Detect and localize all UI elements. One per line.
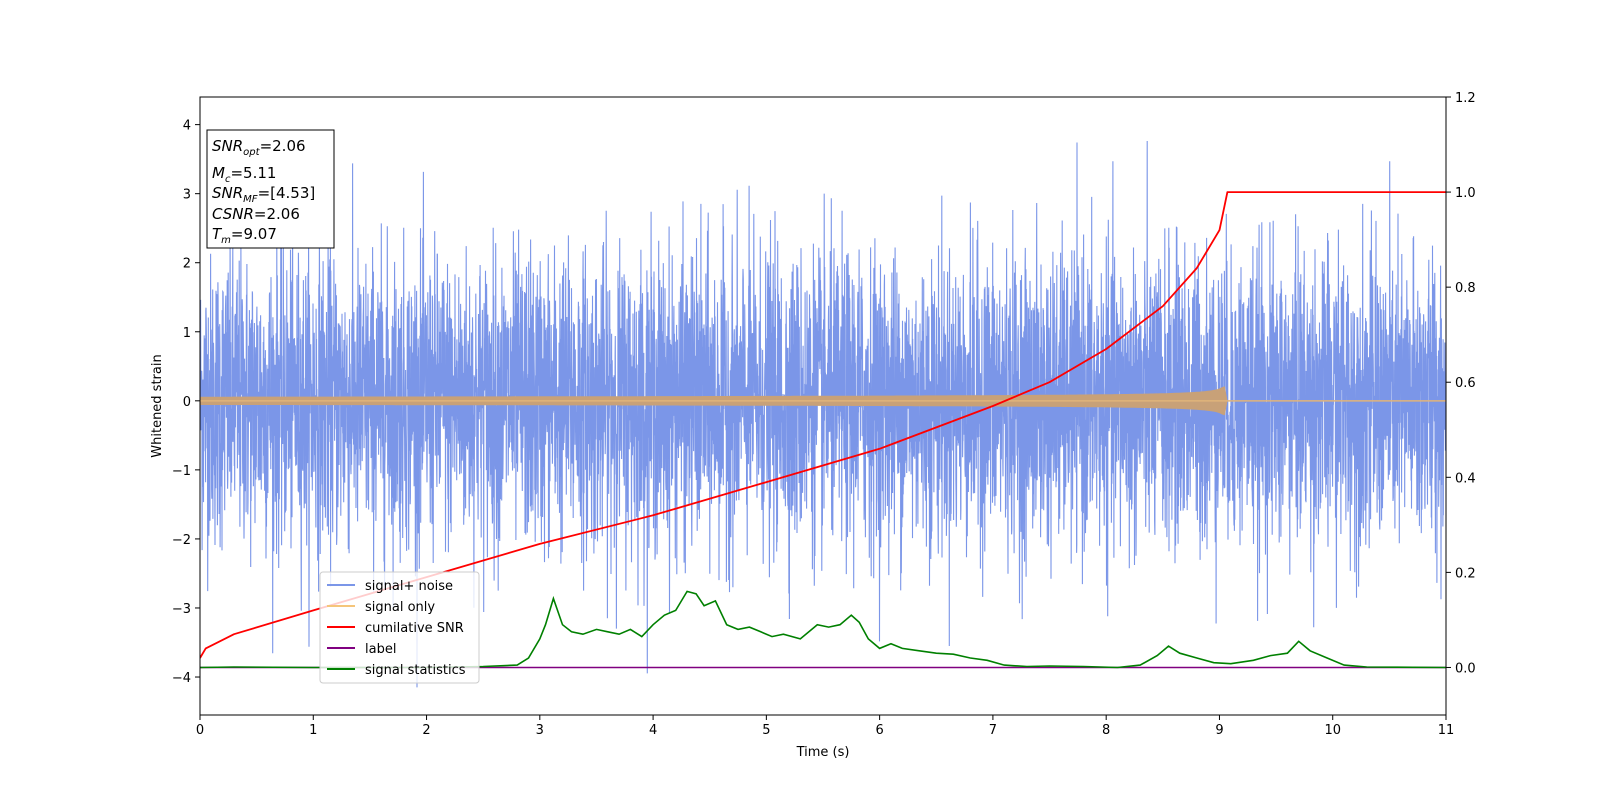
x-tick-label: 9 [1215,723,1223,738]
x-tick-label: 10 [1324,723,1341,738]
x-tick-label: 11 [1438,723,1455,738]
axes-ticks: 0 1 2 3 4 5 6 7 8 9 10 1143210−1−2−3−41.21.00.80.60… [172,91,1476,738]
info-tm: Tm=9.07 [212,225,277,246]
y-tick-label: 4 [183,119,191,134]
y-tick-label: −1 [172,464,191,479]
x-tick-label: 7 [989,723,997,738]
info-box: SNRopt=2.06 Mc=5.11 SNRMF=[4.53] CSNR=2.… [206,129,335,249]
y2-tick-label: 0.4 [1455,471,1476,486]
x-tick-label: 2 [422,723,430,738]
legend-label-cumulative-snr: cumilative SNR [365,621,464,636]
series-signal-statistics-line [200,590,1446,669]
y-axis-label: Whitened strain [150,354,165,457]
info-snr-mf: SNRMF=[4.53] [212,184,315,205]
y-tick-label: 3 [183,188,191,203]
x-tick-label: 4 [649,723,657,738]
x-tick-label: 0 [196,723,204,738]
legend: signal+ noise signal only cumilative SNR… [319,571,480,684]
y-tick-label: −2 [172,533,191,548]
legend-label-signal-only: signal only [365,600,435,615]
y-tick-label: −4 [172,671,191,686]
info-mc: Mc=5.11 [212,164,276,185]
x-axis-label: Time (s) [796,745,850,760]
y2-tick-label: 0.6 [1455,376,1476,391]
info-csnr: CSNR=2.06 [212,205,300,223]
x-tick-label: 1 [309,723,317,738]
legend-label-label: label [365,642,396,657]
x-tick-label: 6 [875,723,883,738]
legend-frame [319,571,480,684]
info-box-frame [206,129,335,249]
x-tick-label: 5 [762,723,770,738]
series-cumulative-snr-line [200,191,1446,659]
y-tick-label: −3 [172,602,191,617]
y-tick-label: 0 [183,395,191,410]
y2-tick-label: 1.2 [1455,91,1476,106]
y2-tick-label: 0.0 [1455,661,1476,676]
x-tick-label: 3 [536,723,544,738]
info-snr-opt: SNRopt=2.06 [212,137,306,158]
y2-tick-label: 0.2 [1455,566,1476,581]
y2-tick-label: 1.0 [1455,186,1476,201]
y-tick-label: 1 [183,326,191,341]
y-tick-label: 2 [183,257,191,272]
legend-label-signal-statistics: signal statistics [365,663,466,678]
y2-tick-label: 0.8 [1455,281,1476,296]
series-signal-noise-line [200,140,1446,688]
x-tick-label: 8 [1102,723,1110,738]
axes-frame [199,96,1447,716]
legend-label-signal-noise: signal+ noise [365,579,453,594]
